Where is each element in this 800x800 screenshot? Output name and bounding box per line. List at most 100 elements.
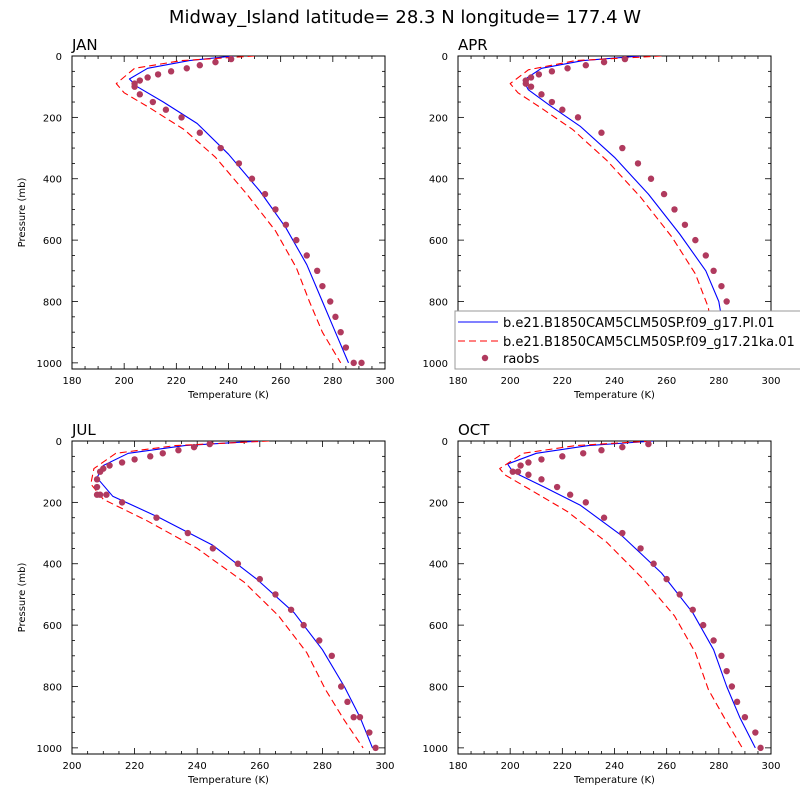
raobs-point [509,468,516,475]
raobs-point [154,71,162,78]
x-tick-label: 260 [250,761,269,772]
raobs-point [527,83,535,90]
y-tick-label: 400 [429,560,448,571]
raobs-point [553,483,561,491]
y-tick-label: 1000 [37,359,62,370]
raobs-point [647,175,655,182]
raobs-point [525,471,532,478]
x-tick-label: 300 [375,761,394,772]
raobs-point [206,441,213,448]
raobs-point [514,468,522,475]
x-tick-label: 240 [188,761,207,772]
raobs-point [217,144,224,152]
series-line-21ka [499,441,743,749]
y-tick-label: 400 [43,175,62,186]
raobs-point [699,621,707,629]
x-axis-label: Temperature (K) [573,390,655,401]
legend-label: b.e21.B1850CAM5CLM50SP.f09_g17.21ka.01 [503,335,795,350]
raobs-point [209,545,217,552]
raobs-point [752,729,759,736]
y-tick-label: 600 [43,236,62,247]
x-tick-label: 240 [605,761,624,772]
y-tick-label: 800 [429,682,448,693]
raobs-point [548,98,556,106]
raobs-point [153,514,160,521]
raobs-point [522,80,530,87]
raobs-point [718,282,725,290]
raobs-point [637,545,644,552]
series-line-pi [507,441,756,749]
raobs-point [358,359,365,367]
legend-label: b.e21.B1850CAM5CLM50SP.f09_g17.PI.01 [503,316,775,331]
raobs-point [366,729,373,736]
panel-jan: JAN 180 200 220 240 260 280 300 0 200 400 600 800 100… [17,36,395,401]
raobs-point [574,114,582,121]
raobs-point [196,129,204,136]
raobs-point [660,190,668,198]
raobs-point [538,456,545,463]
raobs-point [671,206,678,213]
raobs-point [167,68,175,75]
raobs-point [300,621,307,629]
y-tick-label: 200 [43,113,62,124]
raobs-point [535,71,543,78]
series-line-pi [522,56,736,364]
raobs-point [106,462,113,469]
raobs-point [147,453,154,460]
data-area-oct [499,441,764,752]
raobs-point [728,683,736,690]
raobs-point [342,344,350,351]
y-tick-label: 400 [429,175,448,186]
x-tick-label: 180 [448,376,467,387]
y-tick-label: 200 [43,498,62,509]
raobs-point [337,328,344,336]
raobs-point [619,529,626,537]
legend-marker-raobs [481,354,489,362]
raobs-point [272,206,279,213]
raobs-point [681,221,689,228]
panel-title-jan: JAN [71,36,98,54]
raobs-point [350,359,357,367]
raobs-point [96,468,104,475]
raobs-point [337,683,345,690]
x-tick-label: 200 [115,376,134,387]
raobs-point [580,450,587,457]
x-tick-label: 220 [125,761,144,772]
figure-title: Midway_Island latitude= 28.3 N longitude… [169,7,641,28]
raobs-point [248,175,256,182]
raobs-point [525,459,532,466]
x-tick-label: 200 [501,376,520,387]
raobs-point [350,713,357,721]
data-area-jan [115,56,365,367]
raobs-point [103,491,110,498]
series-line-pi [128,56,350,364]
raobs-point [183,65,190,72]
x-tick-label: 280 [709,761,728,772]
x-tick-label: 260 [657,376,676,387]
x-axis-label: Temperature (K) [187,390,269,401]
raobs-point [634,160,642,167]
raobs-point [723,667,730,675]
raobs-point [710,267,717,275]
x-tick-label: 260 [657,761,676,772]
raobs-point [313,267,321,275]
raobs-point [619,144,626,152]
raobs-point [93,483,101,491]
x-tick-label: 240 [605,376,624,387]
y-tick-label: 600 [43,621,62,632]
series-line-21ka [115,56,342,364]
raobs-point [190,443,198,451]
raobs-point [131,456,138,463]
raobs-point [316,637,323,644]
series-line-21ka [90,441,364,749]
raobs-point [175,447,182,454]
raobs-point [344,698,351,706]
series-line-21ka [509,56,725,364]
y-tick-label: 800 [429,297,448,308]
y-tick-label: 0 [442,437,448,448]
raobs-point [356,713,364,721]
raobs-point [328,652,335,660]
legend-box [454,310,800,370]
panel-title-apr: APR [458,36,488,54]
